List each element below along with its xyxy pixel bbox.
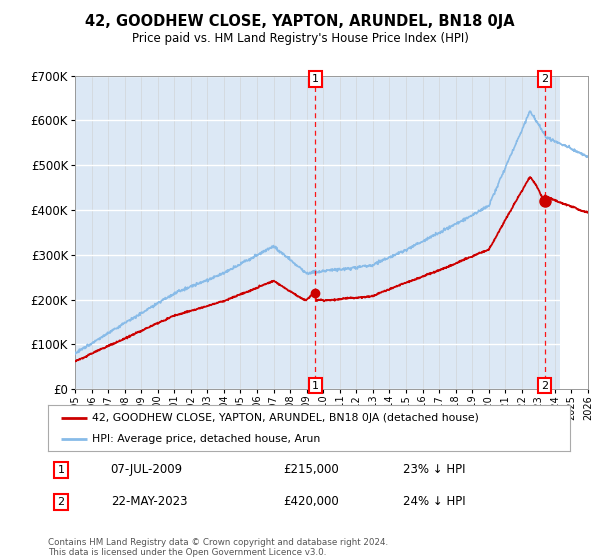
Text: 22-MAY-2023: 22-MAY-2023 (110, 496, 187, 508)
Bar (560, 76, 596, 389)
Text: 2: 2 (58, 497, 65, 507)
Text: 1: 1 (58, 465, 65, 475)
Text: 2: 2 (541, 381, 548, 390)
Text: 1: 1 (312, 381, 319, 390)
Text: Contains HM Land Registry data © Crown copyright and database right 2024.
This d: Contains HM Land Registry data © Crown c… (48, 538, 388, 557)
Bar (560, 76, 596, 389)
Text: £215,000: £215,000 (283, 463, 338, 476)
Text: HPI: Average price, detached house, Arun: HPI: Average price, detached house, Arun (92, 435, 320, 444)
Text: 2: 2 (541, 74, 548, 84)
Text: 42, GOODHEW CLOSE, YAPTON, ARUNDEL, BN18 0JA: 42, GOODHEW CLOSE, YAPTON, ARUNDEL, BN18… (85, 14, 515, 29)
Text: 1: 1 (312, 74, 319, 84)
Text: 23% ↓ HPI: 23% ↓ HPI (403, 463, 466, 476)
Text: 07-JUL-2009: 07-JUL-2009 (110, 463, 183, 476)
Text: Price paid vs. HM Land Registry's House Price Index (HPI): Price paid vs. HM Land Registry's House … (131, 32, 469, 45)
Text: 24% ↓ HPI: 24% ↓ HPI (403, 496, 466, 508)
Text: £420,000: £420,000 (283, 496, 338, 508)
Text: 42, GOODHEW CLOSE, YAPTON, ARUNDEL, BN18 0JA (detached house): 42, GOODHEW CLOSE, YAPTON, ARUNDEL, BN18… (92, 413, 479, 423)
